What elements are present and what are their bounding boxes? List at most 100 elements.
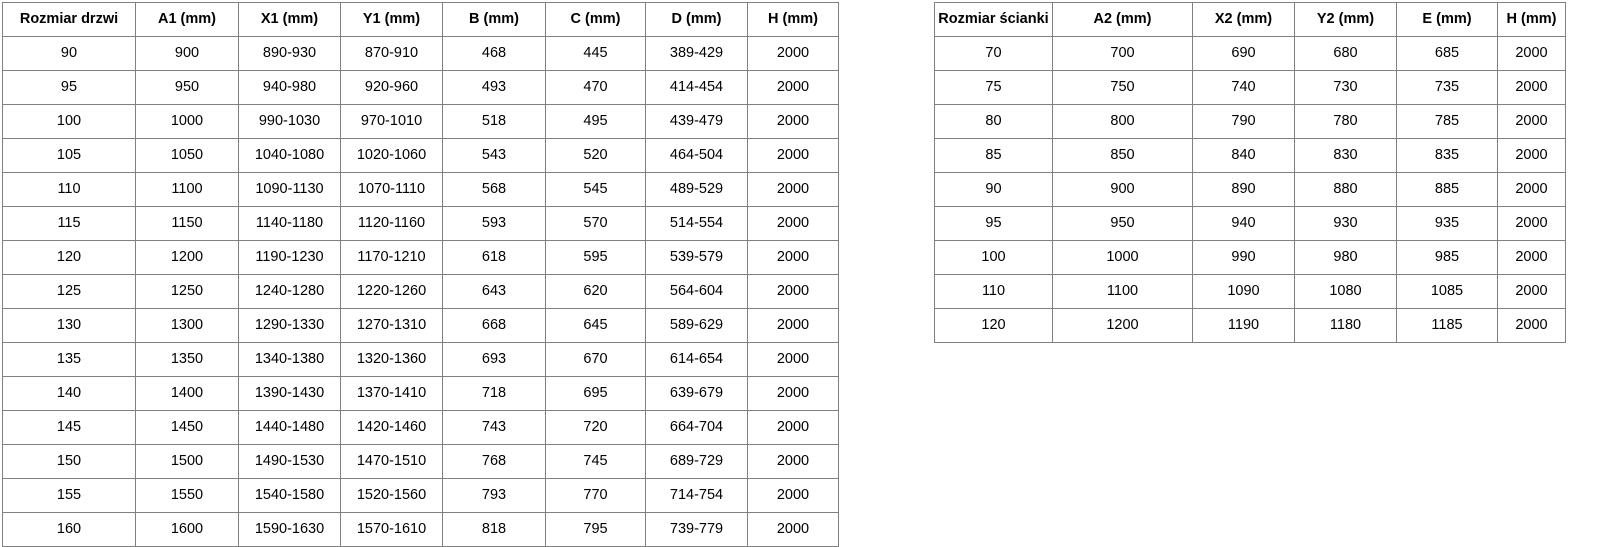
table-row: 110 1100 1090 1080 1085 2000	[934, 274, 1566, 309]
wall-cell-r8-c2: 1190	[1192, 308, 1295, 343]
wall-cell-r2-c4: 785	[1396, 104, 1498, 139]
wall-cell-r3-c3: 830	[1294, 138, 1397, 173]
table-row: 105 1050 1040-1080 1020-1060 543 520 464-504 20…	[2, 138, 839, 173]
door-cell-r5-c6: 514-554	[645, 206, 748, 241]
door-cell-r8-c1: 1300	[135, 308, 239, 343]
wall-cell-r1-c0: 75	[934, 70, 1053, 105]
door-cell-r1-c2: 940-980	[238, 70, 341, 105]
door-cell-r3-c2: 1040-1080	[238, 138, 341, 173]
door-cell-r11-c4: 743	[442, 410, 546, 445]
door-cell-r9-c1: 1350	[135, 342, 239, 377]
wall-cell-r5-c1: 950	[1052, 206, 1193, 241]
door-cell-r1-c6: 414-454	[645, 70, 748, 105]
door-column-header-0: Rozmiar drzwi	[2, 2, 136, 37]
wall-cell-r0-c0: 70	[934, 36, 1053, 71]
door-cell-r4-c1: 1100	[135, 172, 239, 207]
wall-cell-r5-c5: 2000	[1497, 206, 1566, 241]
wall-cell-r4-c3: 880	[1294, 172, 1397, 207]
door-cell-r13-c3: 1520-1560	[340, 478, 443, 513]
door-cell-r10-c5: 695	[545, 376, 646, 411]
door-cell-r10-c6: 639-679	[645, 376, 748, 411]
door-cell-r4-c4: 568	[442, 172, 546, 207]
wall-column-header-2: X2 (mm)	[1192, 2, 1295, 37]
door-cell-r10-c0: 140	[2, 376, 136, 411]
wall-cell-r7-c2: 1090	[1192, 274, 1295, 309]
door-cell-r0-c7: 2000	[747, 36, 839, 71]
wall-cell-r0-c4: 685	[1396, 36, 1498, 71]
door-cell-r6-c4: 618	[442, 240, 546, 275]
wall-cell-r2-c3: 780	[1294, 104, 1397, 139]
table-row: 155 1550 1540-1580 1520-1560 793 770 714-754 20…	[2, 478, 839, 513]
door-cell-r4-c0: 110	[2, 172, 136, 207]
door-cell-r4-c2: 1090-1130	[238, 172, 341, 207]
wall-column-header-1: A2 (mm)	[1052, 2, 1193, 37]
table-row: 80 800 790 780 785 2000	[934, 104, 1566, 139]
door-sizes-table: Rozmiar drzwi A1 (mm) X1 (mm) Y1 (mm) B (mm)…	[2, 2, 839, 547]
wall-cell-r8-c1: 1200	[1052, 308, 1193, 343]
wall-cell-r8-c0: 120	[934, 308, 1053, 343]
table-row: 100 1000 990-1030 970-1010 518 495 439-479 2000	[2, 104, 839, 139]
door-cell-r8-c4: 668	[442, 308, 546, 343]
door-cell-r10-c1: 1400	[135, 376, 239, 411]
table-row: 160 1600 1590-1630 1570-1610 818 795 739-779 20…	[2, 512, 839, 547]
door-cell-r4-c7: 2000	[747, 172, 839, 207]
door-cell-r1-c3: 920-960	[340, 70, 443, 105]
door-cell-r10-c4: 718	[442, 376, 546, 411]
door-cell-r7-c7: 2000	[747, 274, 839, 309]
door-cell-r1-c5: 470	[545, 70, 646, 105]
door-cell-r14-c0: 160	[2, 512, 136, 547]
wall-cell-r7-c4: 1085	[1396, 274, 1498, 309]
door-cell-r14-c6: 739-779	[645, 512, 748, 547]
door-cell-r10-c7: 2000	[747, 376, 839, 411]
wall-cell-r5-c2: 940	[1192, 206, 1295, 241]
door-cell-r6-c7: 2000	[747, 240, 839, 275]
door-cell-r13-c0: 155	[2, 478, 136, 513]
door-cell-r14-c3: 1570-1610	[340, 512, 443, 547]
door-cell-r2-c1: 1000	[135, 104, 239, 139]
table-row: 95 950 940-980 920-960 493 470 414-454 2000	[2, 70, 839, 105]
wall-cell-r3-c5: 2000	[1497, 138, 1566, 173]
wall-sizes-table: Rozmiar ścianki A2 (mm) X2 (mm) Y2 (mm) E (m…	[934, 2, 1566, 343]
table-row: 135 1350 1340-1380 1320-1360 693 670 614-654 20…	[2, 342, 839, 377]
door-column-header-3: Y1 (mm)	[340, 2, 443, 37]
wall-cell-r6-c0: 100	[934, 240, 1053, 275]
door-cell-r0-c4: 468	[442, 36, 546, 71]
door-cell-r6-c6: 539-579	[645, 240, 748, 275]
door-cell-r2-c6: 439-479	[645, 104, 748, 139]
wall-cell-r4-c4: 885	[1396, 172, 1498, 207]
door-cell-r9-c4: 693	[442, 342, 546, 377]
wall-column-header-5: H (mm)	[1497, 2, 1566, 37]
door-cell-r1-c4: 493	[442, 70, 546, 105]
wall-cell-r0-c1: 700	[1052, 36, 1193, 71]
wall-cell-r2-c5: 2000	[1497, 104, 1566, 139]
door-cell-r6-c1: 1200	[135, 240, 239, 275]
table-row: 75 750 740 730 735 2000	[934, 70, 1566, 105]
door-cell-r12-c2: 1490-1530	[238, 444, 341, 479]
wall-cell-r6-c3: 980	[1294, 240, 1397, 275]
door-cell-r8-c0: 130	[2, 308, 136, 343]
door-cell-r2-c7: 2000	[747, 104, 839, 139]
table-header-row: Rozmiar drzwi A1 (mm) X1 (mm) Y1 (mm) B (mm)…	[2, 2, 839, 37]
table-header-row: Rozmiar ścianki A2 (mm) X2 (mm) Y2 (mm) E (m…	[934, 2, 1566, 37]
door-cell-r11-c5: 720	[545, 410, 646, 445]
door-cell-r9-c2: 1340-1380	[238, 342, 341, 377]
door-cell-r7-c6: 564-604	[645, 274, 748, 309]
door-cell-r6-c0: 120	[2, 240, 136, 275]
door-cell-r3-c7: 2000	[747, 138, 839, 173]
door-cell-r9-c3: 1320-1360	[340, 342, 443, 377]
door-cell-r4-c3: 1070-1110	[340, 172, 443, 207]
door-cell-r2-c4: 518	[442, 104, 546, 139]
wall-sizes-table-head: Rozmiar ścianki A2 (mm) X2 (mm) Y2 (mm) E (m…	[934, 2, 1566, 37]
table-row: 140 1400 1390-1430 1370-1410 718 695 639-679 20…	[2, 376, 839, 411]
door-cell-r1-c0: 95	[2, 70, 136, 105]
table-row: 90 900 890-930 870-910 468 445 389-429 2000	[2, 36, 839, 71]
wall-cell-r8-c3: 1180	[1294, 308, 1397, 343]
door-cell-r14-c4: 818	[442, 512, 546, 547]
wall-cell-r5-c3: 930	[1294, 206, 1397, 241]
wall-cell-r3-c2: 840	[1192, 138, 1295, 173]
door-cell-r2-c2: 990-1030	[238, 104, 341, 139]
door-cell-r3-c4: 543	[442, 138, 546, 173]
door-cell-r5-c7: 2000	[747, 206, 839, 241]
door-cell-r7-c4: 643	[442, 274, 546, 309]
door-cell-r10-c3: 1370-1410	[340, 376, 443, 411]
